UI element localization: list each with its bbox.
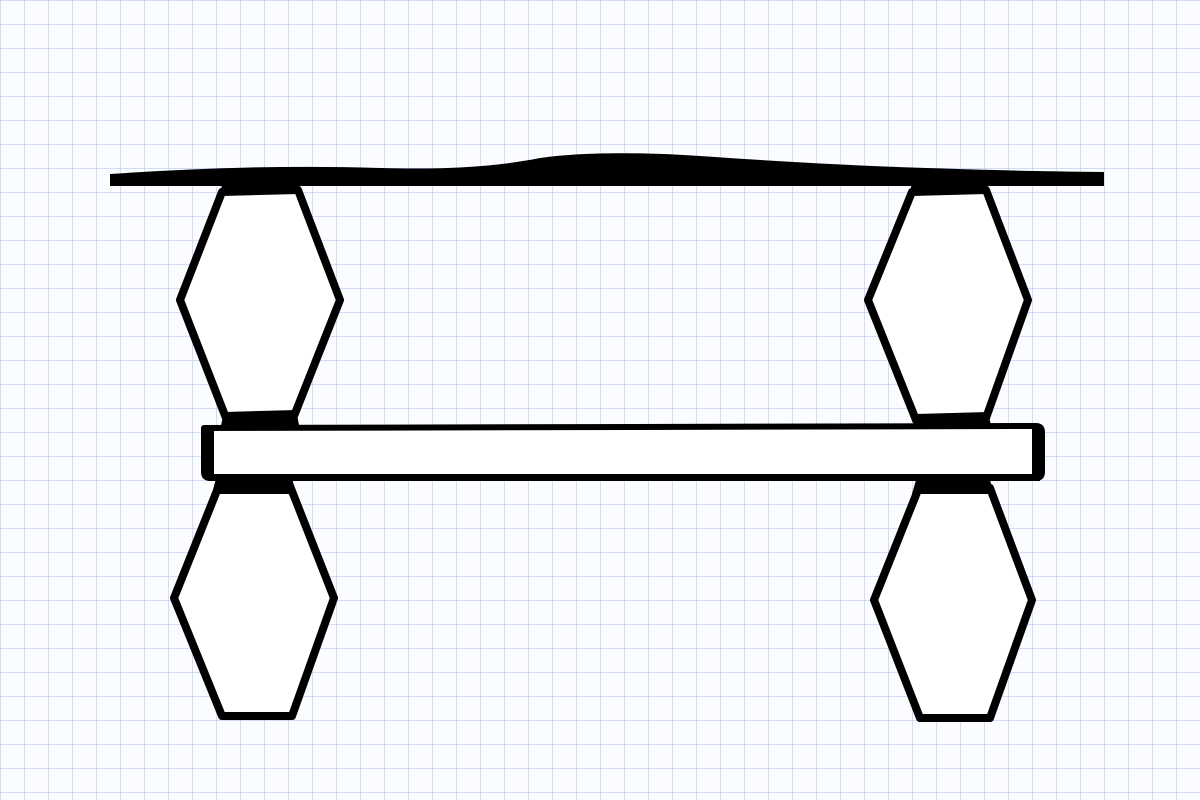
middle-bar (201, 423, 1045, 481)
middle-bar-left-end (203, 429, 214, 477)
lower-left-hexagon-cap (212, 478, 296, 494)
lower-right-hexagon-cap (912, 480, 994, 494)
top-beam (110, 153, 1104, 186)
middle-bar-bottom-edge (208, 474, 1040, 481)
middle-bar-right-end (1032, 427, 1043, 478)
